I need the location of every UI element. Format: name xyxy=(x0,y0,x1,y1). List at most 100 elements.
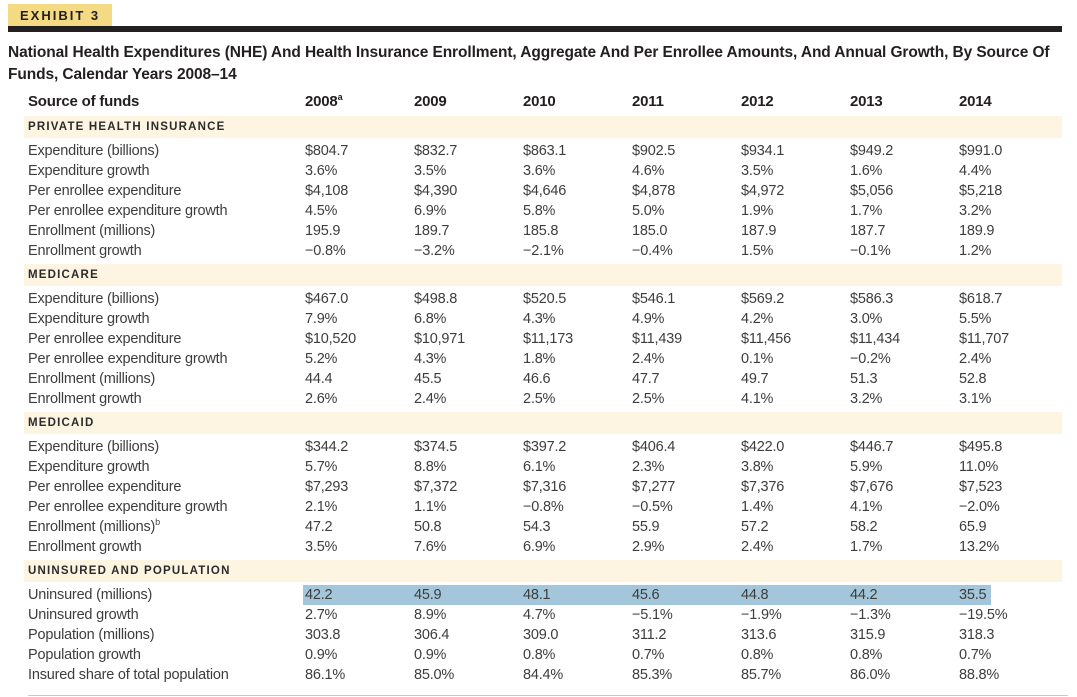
row-value: 47.2 xyxy=(305,519,333,535)
row-value: 3.6% xyxy=(305,163,338,179)
row-value: $4,646 xyxy=(523,183,567,199)
row-label: Per enrollee expenditure growth xyxy=(28,203,228,219)
row-value: $586.3 xyxy=(850,291,894,307)
row-value: 85.3% xyxy=(632,667,673,683)
table-row: Enrollment growth −0.8% −3.2% −2.1% −0.4% 1.5… xyxy=(28,241,1068,261)
row-value: 46.6 xyxy=(523,371,551,387)
row-value: $934.1 xyxy=(741,143,785,159)
row-value: 311.2 xyxy=(632,627,667,643)
row-value: 185.0 xyxy=(632,223,668,239)
table-row: Expenditure (billions) $804.7 $832.7 $863.1… xyxy=(28,141,1068,161)
row-value: 3.1% xyxy=(959,391,992,407)
row-value: 185.8 xyxy=(523,223,559,239)
row-value: 2.4% xyxy=(632,351,665,367)
row-label: Population (millions) xyxy=(28,627,155,643)
row-value: −1.9% xyxy=(741,607,782,623)
row-value: 189.7 xyxy=(414,223,450,239)
row-value: $344.2 xyxy=(305,439,349,455)
row-value: 2.9% xyxy=(632,539,665,555)
row-value: 58.2 xyxy=(850,519,878,535)
column-header-year-2008: 2008a xyxy=(305,91,343,110)
row-value: 1.4% xyxy=(741,499,774,515)
row-value: 4.5% xyxy=(305,203,338,219)
row-value: 3.0% xyxy=(850,311,883,327)
row-value: 13.2% xyxy=(959,539,1000,555)
row-value: 2.5% xyxy=(632,391,665,407)
row-value: $7,372 xyxy=(414,479,458,495)
row-value: −0.8% xyxy=(305,243,346,259)
row-value: $863.1 xyxy=(523,143,567,159)
row-value: $949.2 xyxy=(850,143,894,159)
table-row: Insured share of total population 86.1% 85… xyxy=(28,665,1068,685)
row-label: Expenditure (billions) xyxy=(28,143,159,159)
row-value: 1.2% xyxy=(959,243,992,259)
row-value: 8.8% xyxy=(414,459,447,475)
row-value: 49.7 xyxy=(741,371,769,387)
row-value: 0.8% xyxy=(741,647,774,663)
row-label: Population growth xyxy=(28,647,141,663)
row-value: $10,520 xyxy=(305,331,357,347)
row-value: $7,277 xyxy=(632,479,676,495)
row-value: $467.0 xyxy=(305,291,349,307)
row-value: 44.4 xyxy=(305,371,333,387)
row-label: Per enrollee expenditure xyxy=(28,331,182,347)
row-value: 86.1% xyxy=(305,667,346,683)
row-label: Enrollment growth xyxy=(28,243,142,259)
row-value: 2.4% xyxy=(414,391,447,407)
row-value: $902.5 xyxy=(632,143,676,159)
row-value: 5.2% xyxy=(305,351,338,367)
column-header-year-2013: 2013 xyxy=(850,92,883,110)
row-value: 3.8% xyxy=(741,459,774,475)
row-value: 85.7% xyxy=(741,667,782,683)
row-value: 0.8% xyxy=(850,647,883,663)
row-value: 44.2 xyxy=(850,587,878,603)
table-row: Uninsured (millions) 42.2 45.9 48.1 45.6 44.8… xyxy=(28,585,1068,605)
table-row: Expenditure (billions) $467.0 $498.8 $520.5… xyxy=(28,289,1068,309)
row-value: 52.8 xyxy=(959,371,987,387)
row-value: 0.8% xyxy=(523,647,556,663)
table-row: Enrollment growth 2.6% 2.4% 2.5% 2.5% 4.1% 3.2… xyxy=(28,389,1068,409)
row-value: $406.4 xyxy=(632,439,676,455)
row-value: −2.1% xyxy=(523,243,564,259)
row-value: 88.8% xyxy=(959,667,1000,683)
row-label: Enrollment growth xyxy=(28,539,142,555)
row-value: $11,456 xyxy=(741,331,791,347)
row-value: −5.1% xyxy=(632,607,673,623)
row-value: 1.9% xyxy=(741,203,774,219)
row-value: 3.5% xyxy=(414,163,447,179)
row-label: Insured share of total population xyxy=(28,667,229,683)
row-value: $832.7 xyxy=(414,143,458,159)
table-row: Per enrollee expenditure $10,520 $10,971 $1… xyxy=(28,329,1068,349)
row-value: 0.1% xyxy=(741,351,774,367)
row-value: $11,439 xyxy=(632,331,682,347)
row-value: 4.2% xyxy=(741,311,774,327)
row-value: 45.9 xyxy=(414,587,442,603)
row-label: Per enrollee expenditure growth xyxy=(28,351,228,367)
row-value: 84.4% xyxy=(523,667,564,683)
row-value: $520.5 xyxy=(523,291,567,307)
row-value: 318.3 xyxy=(959,627,995,643)
row-value: 57.2 xyxy=(741,519,769,535)
row-value: 45.6 xyxy=(632,587,660,603)
table-row: Expenditure growth 5.7% 8.8% 6.1% 2.3% 3.8% 5.… xyxy=(28,457,1068,477)
row-value: 7.9% xyxy=(305,311,338,327)
row-value: 85.0% xyxy=(414,667,455,683)
row-label: Expenditure growth xyxy=(28,311,150,327)
row-value: 189.9 xyxy=(959,223,995,239)
table-row: Enrollment growth 3.5% 7.6% 6.9% 2.9% 2.4% 1.7… xyxy=(28,537,1068,557)
row-value: 55.9 xyxy=(632,519,660,535)
table-row: Enrollment (millions) 44.4 45.5 46.6 47.7 49.… xyxy=(28,369,1068,389)
table-row: Enrollment (millions) 195.9 189.7 185.8 185.… xyxy=(28,221,1068,241)
row-value: $4,108 xyxy=(305,183,349,199)
exhibit-badge: EXHIBIT 3 xyxy=(8,4,113,26)
row-value: 86.0% xyxy=(850,667,891,683)
row-value: −0.4% xyxy=(632,243,673,259)
row-value: 2.4% xyxy=(741,539,774,555)
row-value: 4.4% xyxy=(959,163,992,179)
row-value: 0.7% xyxy=(959,647,992,663)
row-label: Expenditure growth xyxy=(28,163,150,179)
exhibit-title: National Health Expenditures (NHE) And H… xyxy=(8,44,1050,83)
row-value: 4.1% xyxy=(741,391,774,407)
row-label: Enrollment growth xyxy=(28,391,142,407)
section-header-medicaid: MEDICAID xyxy=(24,412,1062,434)
